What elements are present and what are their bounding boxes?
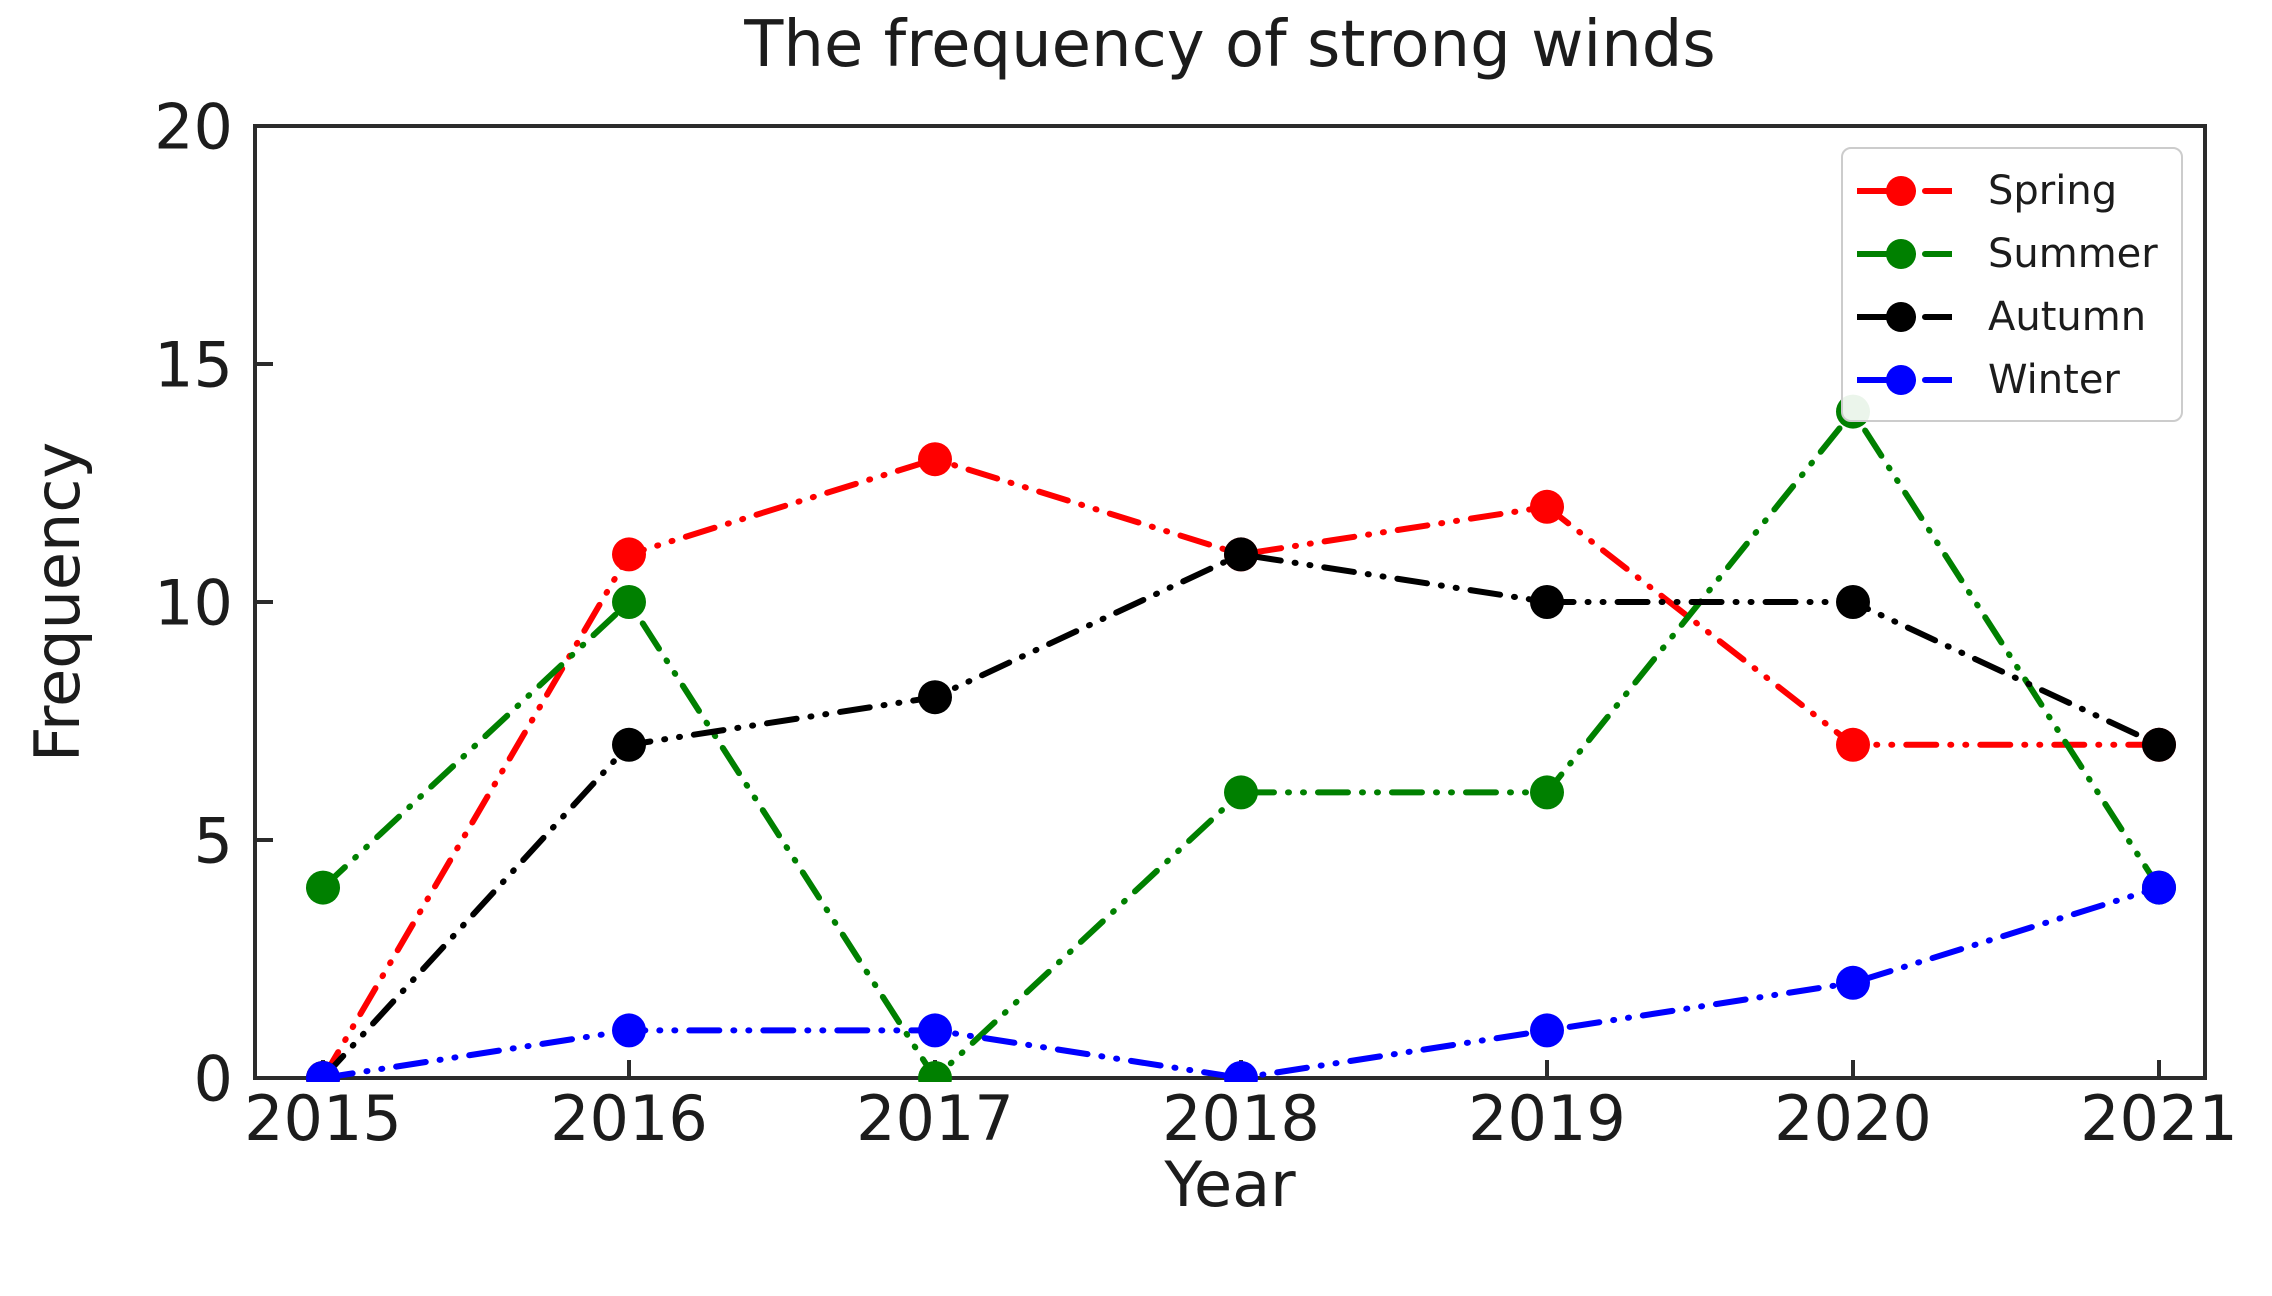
x-tick-label-2020: 2020 [1774, 1082, 1932, 1155]
legend-label-winter: Winter [1988, 356, 2120, 403]
y-tick-label-0: 0 [194, 1042, 233, 1115]
data-point-spring-2019 [1530, 489, 1564, 524]
legend-entry-autumn: Autumn [1857, 285, 2181, 348]
y-tick-label-20: 20 [154, 90, 233, 163]
data-point-spring-2020 [1836, 727, 1870, 762]
legend-label-summer: Summer [1988, 230, 2158, 277]
data-point-summer-2018 [1224, 775, 1258, 810]
legend-line-sample-winter [1857, 364, 1952, 395]
data-point-winter-2018 [1224, 1061, 1258, 1082]
data-point-winter-2016 [612, 1013, 646, 1048]
y-tick-label-5: 5 [194, 804, 233, 877]
data-point-summer-2017 [918, 1061, 952, 1082]
data-point-winter-2015 [306, 1061, 340, 1082]
data-point-summer-2015 [306, 870, 340, 905]
data-point-summer-2016 [612, 585, 646, 619]
series-line-summer [320, 406, 2162, 1082]
chart-title: The frequency of strong winds [744, 8, 1716, 82]
data-point-autumn-2020 [1836, 585, 1870, 619]
legend-line-sample-autumn [1857, 301, 1952, 332]
data-point-winter-2020 [1836, 965, 1870, 1000]
legend-label-spring: Spring [1988, 167, 2118, 214]
y-tick-label-10: 10 [154, 566, 233, 639]
data-point-autumn-2018 [1224, 537, 1258, 572]
data-point-winter-2021 [2142, 870, 2176, 905]
legend-marker-icon-summer [1886, 238, 1916, 269]
data-point-winter-2017 [918, 1013, 952, 1048]
legend-line-sample-summer [1857, 238, 1952, 269]
data-point-spring-2016 [612, 537, 646, 572]
data-point-summer-2019 [1530, 775, 1564, 810]
x-tick-label-2015: 2015 [244, 1082, 402, 1155]
data-point-autumn-2017 [918, 680, 952, 715]
legend-label-autumn: Autumn [1988, 293, 2147, 340]
legend-entry-winter: Winter [1857, 348, 2181, 411]
x-tick-label-2018: 2018 [1162, 1082, 1320, 1155]
data-point-spring-2017 [918, 442, 952, 477]
legend-entry-summer: Summer [1857, 222, 2181, 285]
x-tick-label-2016: 2016 [550, 1082, 708, 1155]
legend: Spring Summer Autumn Winter [1841, 147, 2183, 422]
legend-marker-icon-autumn [1886, 301, 1916, 332]
legend-line-sample-spring [1857, 175, 1952, 206]
data-point-autumn-2016 [612, 727, 646, 762]
legend-marker-icon-spring [1886, 175, 1916, 206]
legend-entry-spring: Spring [1857, 159, 2181, 222]
x-tick-label-2019: 2019 [1468, 1082, 1626, 1155]
x-tick-label-2017: 2017 [856, 1082, 1014, 1155]
data-point-autumn-2021 [2142, 727, 2176, 762]
data-point-autumn-2019 [1530, 585, 1564, 619]
series-line-winter [320, 884, 2162, 1082]
x-tick-label-2021: 2021 [2080, 1082, 2238, 1155]
data-point-winter-2019 [1530, 1013, 1564, 1048]
legend-marker-icon-winter [1886, 364, 1916, 395]
y-axis-label: Frequency [21, 441, 94, 763]
y-tick-label-15: 15 [154, 328, 233, 401]
x-axis-label: Year [1164, 1148, 1296, 1221]
